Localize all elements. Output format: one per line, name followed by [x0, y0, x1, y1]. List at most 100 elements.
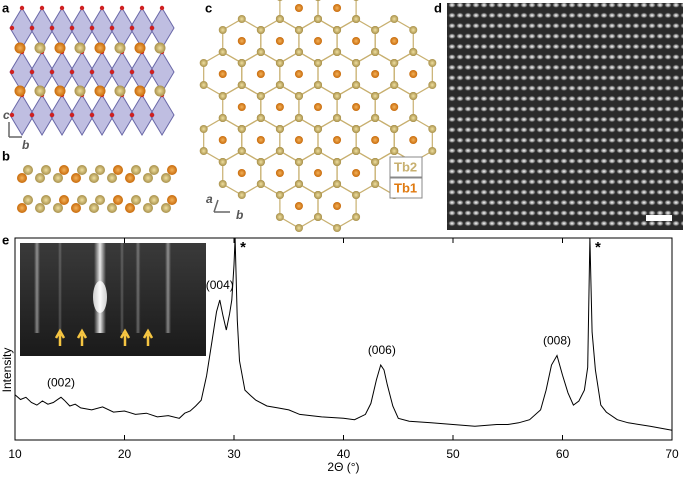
tb1-atom — [333, 70, 342, 78]
tb2-atom — [428, 59, 437, 67]
tb-atom — [161, 203, 171, 213]
o-atom — [49, 112, 55, 118]
octahedron — [109, 94, 135, 136]
scale-bar — [646, 215, 672, 221]
tb2-atom — [218, 26, 227, 34]
tb-atom — [149, 195, 159, 205]
o-atom — [89, 25, 95, 31]
tb2-atom — [256, 180, 265, 188]
tb2-atom — [333, 48, 342, 56]
tb2-atom — [314, 125, 323, 133]
tb1-atom — [275, 169, 284, 177]
tb2-atom — [275, 191, 284, 199]
tb2-atom — [390, 125, 399, 133]
tb2-atom — [218, 48, 227, 56]
x-axis-label: 2Θ (°) — [327, 460, 359, 474]
tb-atom — [71, 173, 81, 183]
panel-label: d — [434, 0, 442, 15]
tb2-atom — [256, 158, 265, 166]
tb2-atom — [390, 15, 399, 23]
panel-e: 10 20 30 40 50 60 70 2Θ (°) Intensity (002) (004) *… — [0, 237, 679, 474]
tb1-atom — [275, 103, 284, 111]
tb1-atom — [294, 202, 303, 210]
panel-a — [9, 5, 177, 213]
tb1-atom — [409, 70, 418, 78]
tb-atom — [113, 165, 123, 175]
tb-atom — [41, 195, 51, 205]
o-atom — [19, 5, 25, 11]
panel-d — [447, 3, 683, 230]
inset-image — [20, 243, 206, 356]
tb2-atom — [275, 213, 284, 221]
tb-atom — [34, 85, 46, 97]
tb1-atom — [237, 169, 246, 177]
tb2-atom — [371, 158, 380, 166]
tb2-atom — [333, 26, 342, 34]
o-atom — [89, 69, 95, 75]
tb1-atom — [218, 70, 227, 78]
x-tick-label: 50 — [446, 447, 460, 461]
tb2-atom — [237, 191, 246, 199]
tb2-atom — [294, 48, 303, 56]
tb2-atom — [199, 147, 208, 155]
tb2-atom — [333, 224, 342, 232]
peak-label: (004) — [206, 278, 234, 292]
tb-atom — [74, 42, 86, 54]
tb1-atom — [294, 136, 303, 144]
streak — [165, 243, 171, 333]
tb2-atom — [428, 125, 437, 133]
tb2-atom — [371, 92, 380, 100]
o-atom — [9, 112, 15, 118]
arrow — [142, 328, 154, 346]
tb2-atom — [294, 114, 303, 122]
tb2-atom — [294, 158, 303, 166]
streak — [34, 243, 40, 333]
tb2-atom — [277, 0, 283, 1]
tb2-atom — [390, 81, 399, 89]
tb2-atom — [314, 147, 323, 155]
tb2-atom — [428, 81, 437, 89]
tb-atom — [95, 165, 105, 175]
tb1-atom — [294, 70, 303, 78]
tb2-atom — [256, 48, 265, 56]
tb1-atom — [333, 136, 342, 144]
arrow — [76, 328, 88, 346]
octahedron — [29, 94, 55, 136]
o-atom — [29, 25, 35, 31]
tb-atom — [89, 173, 99, 183]
o-atom — [29, 112, 35, 118]
tb2-atom — [352, 59, 361, 67]
tb2-atom — [237, 59, 246, 67]
axes-a — [8, 122, 22, 138]
tb1-atom — [314, 37, 322, 45]
octahedron — [149, 94, 175, 136]
tb-atom — [95, 195, 105, 205]
tb2-atom — [294, 26, 303, 34]
o-atom — [149, 69, 155, 75]
tb2-atom — [237, 125, 246, 133]
tb-atom — [143, 203, 153, 213]
tb2-atom — [333, 114, 342, 122]
arrow — [119, 328, 131, 346]
octahedron — [129, 94, 155, 136]
tb2-atom — [371, 48, 380, 56]
tb-atom — [23, 165, 33, 175]
o-atom — [149, 112, 155, 118]
tb-atom — [89, 203, 99, 213]
o-atom — [129, 25, 135, 31]
tb1-atom — [314, 103, 322, 111]
tb2-atom — [409, 114, 418, 122]
tb-atom — [107, 173, 117, 183]
tb1-atom — [294, 4, 303, 12]
tb-atom — [114, 42, 126, 54]
x-tick-label: 60 — [556, 447, 570, 461]
axis-letter: a — [206, 192, 213, 206]
tb1-atom — [237, 103, 246, 111]
tb-atom — [131, 165, 141, 175]
tb-atom — [143, 173, 153, 183]
tb2-atom — [294, 180, 303, 188]
tb-atom — [154, 85, 166, 97]
tb1-atom — [371, 70, 380, 78]
y-axis-label: Intensity — [0, 348, 14, 393]
tb1-atom — [352, 37, 361, 45]
